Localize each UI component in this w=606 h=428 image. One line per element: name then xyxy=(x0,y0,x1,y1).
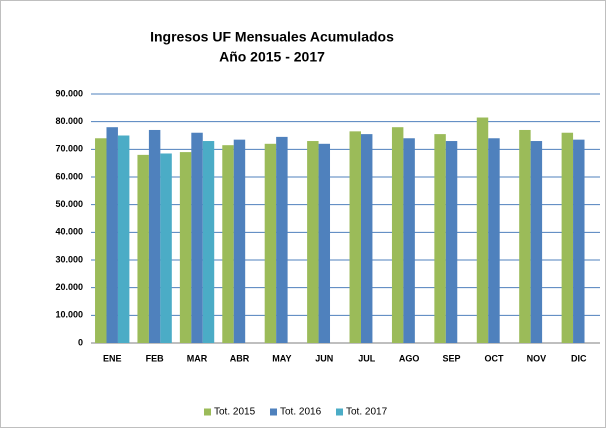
x-tick-label: MAY xyxy=(272,353,291,363)
y-tick-label: 70.000 xyxy=(55,144,83,154)
bar xyxy=(137,154,149,343)
bar xyxy=(202,141,215,343)
y-tick-label: 10.000 xyxy=(55,310,83,320)
bar xyxy=(148,129,161,343)
bar xyxy=(117,135,130,343)
bar xyxy=(445,141,458,343)
y-tick-label: 80.000 xyxy=(55,116,83,126)
x-tick-label: ENE xyxy=(103,353,122,363)
legend-label: Tot. 2017 xyxy=(346,407,388,418)
bar xyxy=(434,134,446,343)
bar xyxy=(264,143,277,343)
x-tick-label: NOV xyxy=(527,353,547,363)
bar xyxy=(519,129,531,343)
y-tick-label: 20.000 xyxy=(55,282,83,292)
bar xyxy=(179,152,192,343)
bar xyxy=(191,132,203,343)
y-tick-label: 90.000 xyxy=(55,88,83,98)
legend-label: Tot. 2016 xyxy=(280,407,322,418)
x-tick-label: DIC xyxy=(571,353,587,363)
legend-swatch xyxy=(336,408,343,416)
x-tick-label: ABR xyxy=(230,353,250,363)
bar xyxy=(318,143,331,343)
legend-swatch xyxy=(270,408,277,416)
y-tick-label: 30.000 xyxy=(55,254,83,264)
bar xyxy=(307,141,319,343)
bar xyxy=(276,136,288,343)
bar xyxy=(222,145,234,343)
bar xyxy=(530,141,543,343)
bar xyxy=(488,138,500,343)
bar xyxy=(476,117,489,344)
bar xyxy=(391,127,404,343)
y-tick-label: 40.000 xyxy=(55,227,83,237)
bar xyxy=(106,127,118,343)
x-tick-label: OCT xyxy=(484,353,504,363)
bar xyxy=(233,139,246,343)
y-tick-label: 50.000 xyxy=(55,199,83,209)
chart-subtitle: Año 2015 - 2017 xyxy=(219,49,325,65)
y-tick-label: 0 xyxy=(78,337,83,347)
bar xyxy=(573,139,585,343)
bar xyxy=(360,134,373,343)
x-tick-label: JUN xyxy=(315,353,333,363)
bar xyxy=(160,153,172,343)
bar xyxy=(561,132,574,343)
bar xyxy=(403,138,415,343)
x-tick-label: MAR xyxy=(187,353,208,363)
bar xyxy=(95,138,107,343)
legend-label: Tot. 2015 xyxy=(214,407,256,418)
x-tick-label: JUL xyxy=(358,353,376,363)
chart-title: Ingresos UF Mensuales Acumulados xyxy=(150,29,394,45)
bar xyxy=(349,131,361,343)
legend-swatch xyxy=(204,408,211,416)
x-tick-label: SEP xyxy=(443,353,461,363)
y-tick-label: 60.000 xyxy=(55,171,83,181)
x-tick-label: AGO xyxy=(399,353,420,363)
x-tick-label: FEB xyxy=(146,353,165,363)
